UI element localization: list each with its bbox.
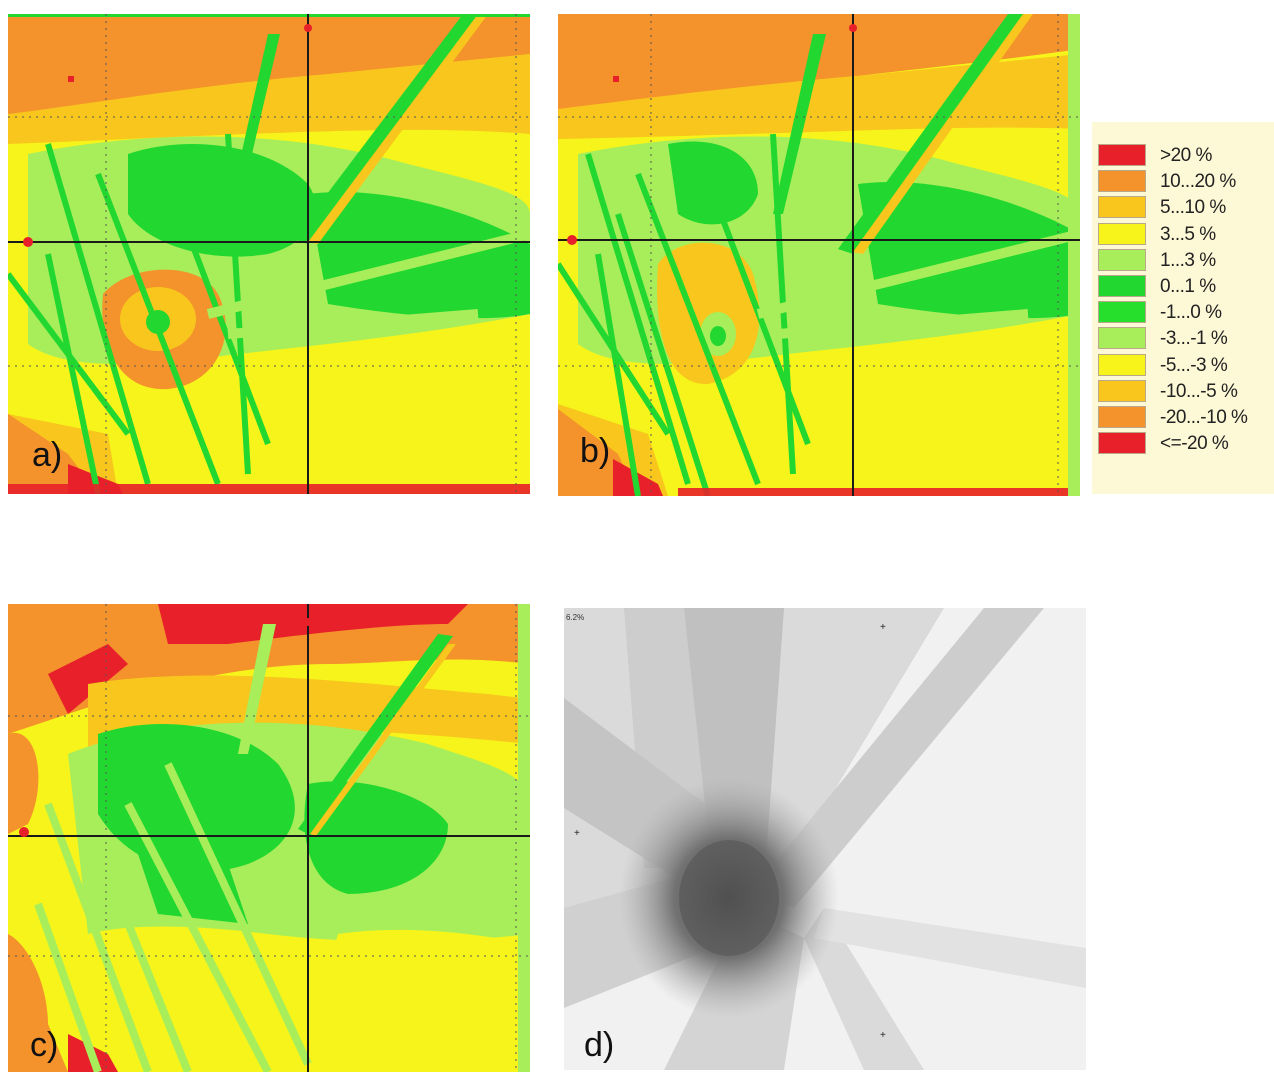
legend-entry: -10...-5 % bbox=[1098, 379, 1274, 402]
color-legend: >20 % 10...20 % 5...10 % 3...5 % 1...3 % 0...… bbox=[1092, 122, 1274, 494]
legend-entry: 3...5 % bbox=[1098, 222, 1274, 245]
legend-label: 0...1 % bbox=[1160, 276, 1216, 297]
legend-swatch bbox=[1098, 353, 1146, 376]
film-image-panel-d: 6.2% + + + d) bbox=[564, 608, 1086, 1070]
legend-swatch bbox=[1098, 379, 1146, 402]
legend-label: -5...-3 % bbox=[1160, 354, 1228, 376]
legend-swatch bbox=[1098, 196, 1146, 219]
dose-map-panel-c: c) bbox=[8, 604, 530, 1072]
dose-map-panel-b: b) bbox=[558, 14, 1080, 496]
legend-label: -20...-10 % bbox=[1160, 407, 1248, 428]
legend-swatch bbox=[1098, 327, 1146, 350]
legend-swatch bbox=[1098, 406, 1146, 428]
legend-swatch bbox=[1098, 222, 1146, 245]
dose-map-a-image bbox=[8, 14, 530, 494]
svg-text:+: + bbox=[880, 1030, 886, 1041]
legend-swatch bbox=[1098, 144, 1146, 166]
legend-entry: 0...1 % bbox=[1098, 275, 1274, 297]
panel-c-label: c) bbox=[30, 1026, 59, 1064]
dose-map-panel-a: a) bbox=[8, 14, 530, 494]
legend-label: 5...10 % bbox=[1160, 197, 1226, 219]
legend-label: >20 % bbox=[1160, 145, 1212, 166]
svg-text:+: + bbox=[574, 828, 580, 839]
svg-text:+: + bbox=[880, 622, 886, 633]
legend-entry: -20...-10 % bbox=[1098, 406, 1274, 428]
legend-swatch bbox=[1098, 170, 1146, 193]
legend-label: 1...3 % bbox=[1160, 249, 1216, 271]
legend-entry: -3...-1 % bbox=[1098, 327, 1274, 350]
legend-entry: -1...0 % bbox=[1098, 301, 1274, 324]
panel-b-label: b) bbox=[580, 432, 611, 470]
legend-entry: >20 % bbox=[1098, 144, 1274, 166]
panel-d-corner-text: 6.2% bbox=[566, 613, 584, 622]
legend-entry: <=-20 % bbox=[1098, 432, 1274, 455]
panel-a-label: a) bbox=[32, 436, 63, 474]
legend-entry: 5...10 % bbox=[1098, 196, 1274, 219]
legend-swatch bbox=[1098, 301, 1146, 324]
legend-swatch bbox=[1098, 432, 1146, 455]
film-image-d: 6.2% + + + bbox=[564, 608, 1086, 1070]
legend-label: 10...20 % bbox=[1160, 171, 1236, 193]
legend-label: -3...-1 % bbox=[1160, 328, 1228, 350]
dose-map-b-image bbox=[558, 14, 1080, 496]
legend-swatch bbox=[1098, 275, 1146, 297]
legend-label: -10...-5 % bbox=[1160, 380, 1238, 402]
legend-swatch bbox=[1098, 248, 1146, 271]
panel-d-label: d) bbox=[584, 1026, 615, 1064]
legend-label: <=-20 % bbox=[1160, 433, 1229, 455]
dose-map-c-image bbox=[8, 604, 530, 1072]
legend-entry: 10...20 % bbox=[1098, 170, 1274, 193]
legend-label: 3...5 % bbox=[1160, 223, 1216, 245]
legend-entry: 1...3 % bbox=[1098, 248, 1274, 271]
legend-label: -1...0 % bbox=[1160, 302, 1222, 324]
legend-entry: -5...-3 % bbox=[1098, 353, 1274, 376]
